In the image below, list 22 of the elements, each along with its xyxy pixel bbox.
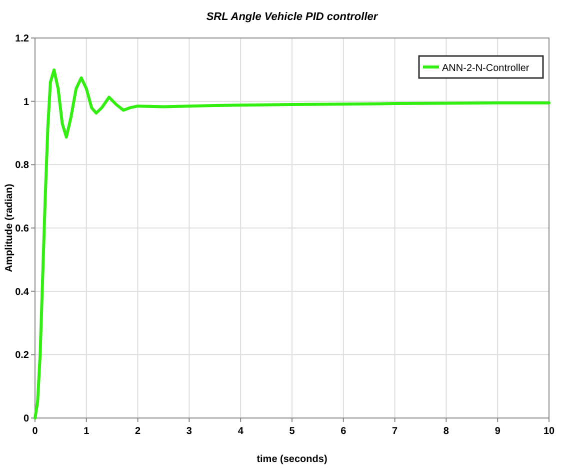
y-tick-label: 0 (23, 414, 30, 424)
x-tick-label: 8 (443, 426, 450, 437)
x-tick-label: 10 (543, 426, 555, 437)
x-tick-label: 5 (289, 426, 296, 437)
y-tick-label: 1 (23, 96, 30, 108)
legend-label: ANN-2-N-Controller (442, 63, 530, 74)
chart-title: SRL Angle Vehicle PID controller (206, 11, 378, 23)
y-tick-label: 1.2 (15, 34, 30, 44)
x-tick-label: 7 (392, 426, 398, 437)
x-tick-label: 1 (84, 426, 90, 437)
y-axis-title: Amplitude (radian) (4, 184, 15, 272)
y-tick-label: 0.2 (15, 350, 30, 362)
y-tick-label: 0.4 (15, 286, 30, 298)
x-tick-label: 0 (32, 426, 38, 437)
x-tick-label: 4 (238, 426, 244, 437)
x-tick-label: 2 (135, 426, 142, 437)
x-tick-label: 3 (186, 426, 192, 437)
x-tick-label: 9 (494, 426, 501, 437)
x-tick-label: 6 (340, 426, 347, 437)
x-axis-title: time (seconds) (256, 454, 328, 465)
y-tick-label: 0.6 (15, 224, 30, 234)
y-tick-label: 0.8 (15, 160, 30, 172)
